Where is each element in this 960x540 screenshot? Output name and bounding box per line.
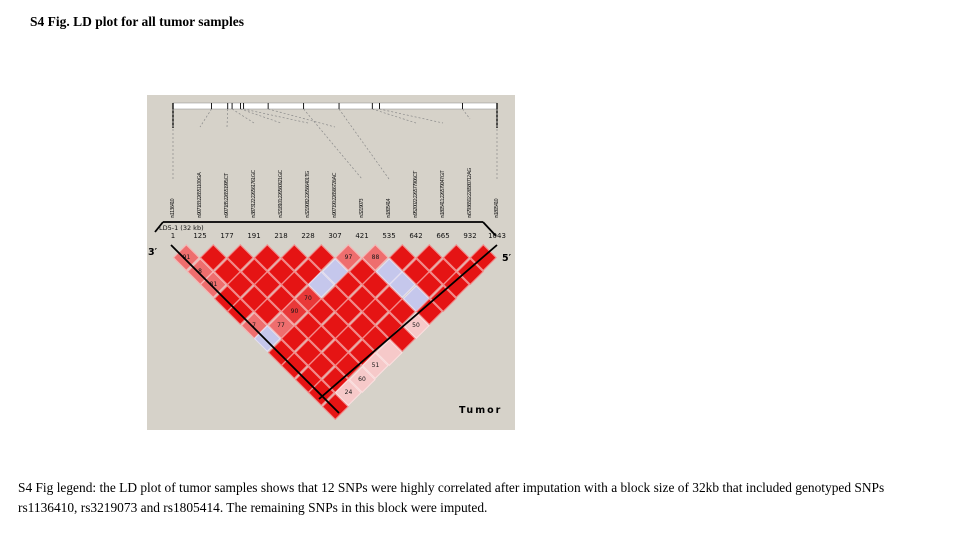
snp-label: rs907190:226566726:A:C [332, 173, 338, 218]
figure-legend: S4 Fig legend: the LD plot of tumor samp… [18, 480, 885, 516]
ld-cell-value: 7 [252, 321, 256, 329]
snp-label: rs1136410 [170, 199, 176, 218]
snp-position-label: 177 [220, 232, 234, 240]
snp-position-label: 535 [382, 232, 396, 240]
ld-cell-value: 8 [198, 267, 202, 275]
snp-position-label: 1 [170, 232, 176, 240]
ld-cell-value: 77 [277, 321, 285, 329]
ld-cell-value: 81 [209, 281, 218, 288]
snp-position-label: 307 [328, 232, 342, 240]
figure-title: S4 Fig. LD plot for all tumor samples [30, 14, 245, 29]
snp-position-label: 228 [301, 232, 315, 240]
snp-label: rs3218101:226560621:G:C [278, 170, 284, 218]
snp-label: rs3219082:226566401:T:G [305, 171, 311, 218]
snp-label: rs907183:226551100:G:A [197, 173, 203, 218]
ld-cell-value: 70 [304, 294, 312, 302]
snp-label: rs3873122:226561761:G:C [251, 170, 257, 218]
snp-label: rs1805411:226579047:G:T [440, 171, 446, 218]
ld-cell-value: 91 [182, 254, 191, 261]
sample-label: Tumor [459, 405, 503, 416]
snp-label: rs907185:226551995:C:T [224, 173, 230, 218]
snp-position-label: 421 [355, 232, 369, 240]
snp-position-label: 932 [463, 232, 477, 240]
snp-position-label: 1043 [488, 232, 506, 240]
ld-cell-value: 50 [412, 321, 420, 329]
ld-cell-value: 90 [290, 308, 299, 315]
snp-label: rs1805414 [386, 199, 392, 218]
ld-cell-value: 88 [371, 254, 380, 261]
ld-cell-value: 24 [344, 389, 353, 396]
snp-position-label: 218 [274, 232, 288, 240]
ld-cell-value: 51 [371, 362, 380, 369]
ld-plot-figure: 91 8 81 7 77 24 90 60 70 51 97 50 88 rs1136410 rs90718… [147, 95, 515, 430]
snp-position-label: 665 [436, 232, 450, 240]
snp-label: rs3219073 [359, 199, 365, 218]
snp-label: rs9520022:226577906:C:T [413, 171, 419, 218]
five-prime-label: 5′ [502, 253, 512, 264]
snp-position-label: 125 [193, 232, 207, 240]
ld-cell-value: 60 [358, 375, 366, 383]
snp-label: rs1805410 [494, 199, 500, 218]
snp-position-label: 191 [247, 232, 261, 240]
snp-label: rs67936502:226580712:A:G [467, 168, 473, 218]
block-label: LD5-1 (32 kb) [159, 224, 204, 232]
ld-cell-value: 97 [344, 254, 353, 261]
three-prime-label: 3′ [148, 247, 158, 258]
snp-position-label: 642 [409, 232, 423, 240]
